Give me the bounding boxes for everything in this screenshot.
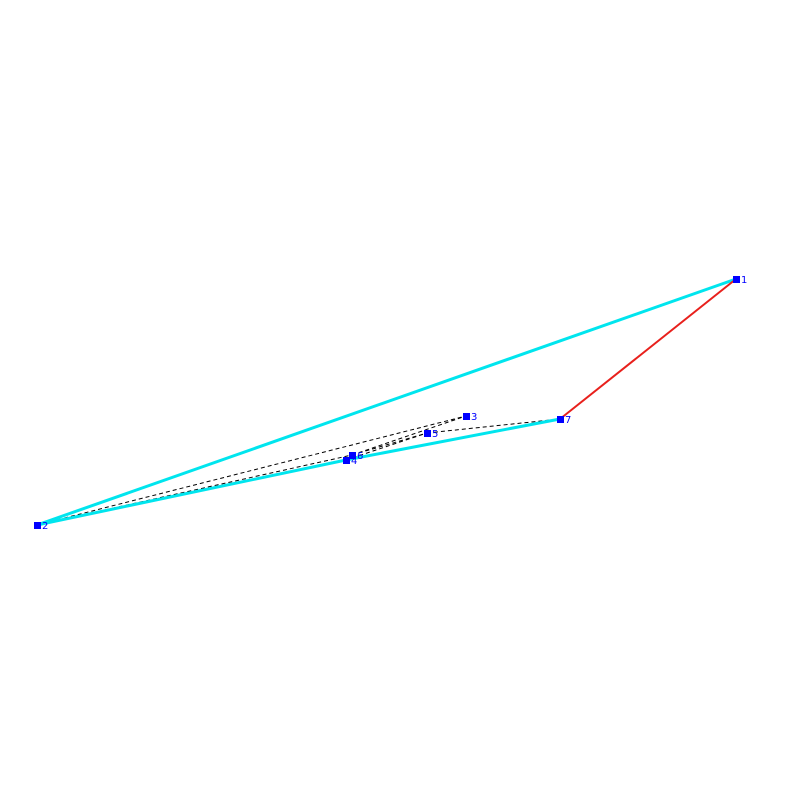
point-1: 1: [733, 275, 747, 286]
point-marker-5: [424, 430, 431, 437]
point-label-7: 7: [565, 415, 571, 426]
point-marker-7: [557, 416, 564, 423]
highlight-edge-p7-p1: [559, 278, 737, 420]
point-marker-6: [349, 452, 356, 459]
point-2: 2: [34, 521, 48, 532]
point-7: 7: [557, 415, 571, 426]
points-layer: 1 2 3 4 5 6 7: [34, 275, 747, 532]
point-marker-3: [463, 413, 470, 420]
point-6: 6: [349, 451, 363, 462]
point-label-6: 6: [357, 451, 363, 462]
point-label-5: 5: [432, 429, 438, 440]
hull-edge-p1-p2: [36, 277, 737, 527]
construction-line-p5-p7: [426, 418, 561, 434]
point-marker-4: [343, 457, 350, 464]
hull-edge-p4-p7: [345, 417, 561, 462]
construction-line-p2-p6: [36, 454, 353, 526]
highlight-edges-layer: [559, 278, 737, 420]
point-marker-1: [733, 276, 740, 283]
construction-line-p4-p5: [345, 432, 428, 461]
construction-line-p6-p3: [351, 415, 467, 456]
hull-edges-layer: [36, 277, 737, 527]
point-label-1: 1: [741, 275, 747, 286]
point-4: 4: [343, 456, 357, 467]
point-marker-2: [34, 522, 41, 529]
construction-line-p2-p3: [36, 415, 467, 526]
point-label-4: 4: [351, 456, 357, 467]
point-3: 3: [463, 412, 477, 423]
point-label-3: 3: [471, 412, 477, 423]
hull-edge-p2-p4: [36, 458, 347, 527]
point-5: 5: [424, 429, 438, 440]
point-label-2: 2: [42, 521, 48, 532]
